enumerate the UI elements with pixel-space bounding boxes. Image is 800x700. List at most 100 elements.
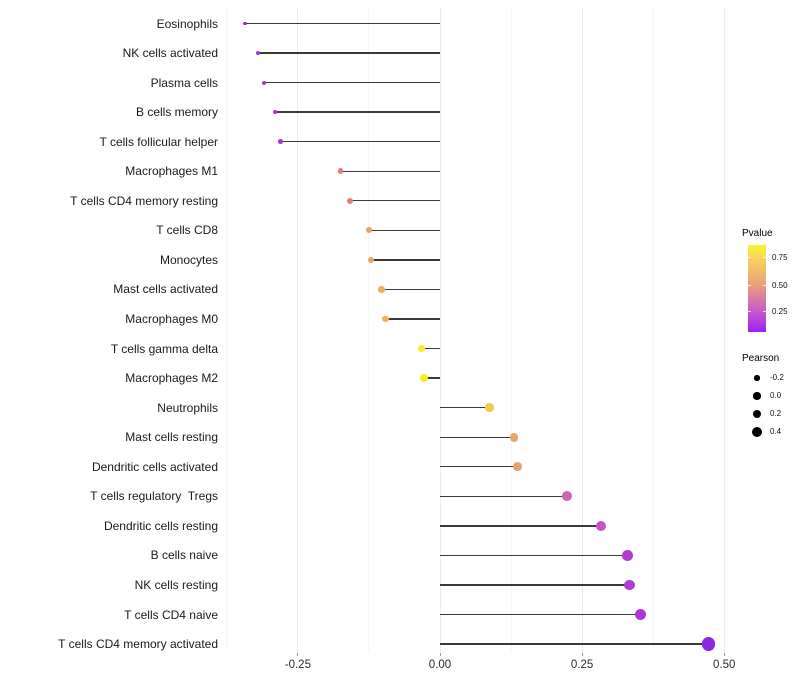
x-axis-tick [297,653,299,656]
lollipop-segment [371,259,440,261]
lollipop-dot [368,256,375,264]
lollipop-segment [440,466,518,468]
lollipop-segment [385,318,440,320]
lollipop-segment [340,170,440,172]
lollipop-dot [347,197,354,204]
lollipop-dot [337,168,344,175]
y-axis-label: Macrophages M0 [125,312,218,326]
pvalue-gradient-tick [748,257,751,259]
x-axis-tick [439,653,441,656]
lollipop-dot [243,21,247,26]
lollipop-dot [485,403,494,412]
lollipop-dot [378,286,385,293]
y-axis-label: Monocytes [159,252,218,267]
y-axis-label: T cells gamma delta [110,341,218,356]
pearson-legend-label: 0.4 [770,427,782,436]
pearson-legend-label: -0.2 [770,373,784,382]
gridline-major [581,8,583,652]
lollipop-dot [256,51,261,56]
gridline-major [439,8,441,652]
pvalue-gradient-tick [748,311,751,313]
lollipop-segment [424,377,440,379]
lollipop-dot [595,520,607,531]
lollipop-dot [272,109,278,115]
gridline-major [297,8,299,652]
lollipop-segment [258,52,440,54]
lollipop-segment [275,111,440,113]
lollipop-segment [245,22,440,25]
lollipop-dot [261,80,266,85]
y-axis-label: B cells memory [135,105,218,120]
pearson-legend-label: 0.2 [770,409,782,418]
gridline-minor [652,8,654,652]
lollipop-segment [381,288,440,291]
y-axis-label: T cells CD4 memory resting [70,193,218,208]
y-axis-label: T cells CD8 [156,223,218,238]
lollipop-dot [512,462,522,472]
pvalue-gradient-tick [748,285,751,287]
lollipop-segment [440,525,601,527]
lollipop-dot [382,315,389,323]
y-axis-label: B cells naive [150,548,218,563]
y-axis-label: T cells follicular helper [99,134,219,149]
y-axis-label: Mast cells resting [125,430,218,445]
pvalue-tick-label: 0.75 [772,252,788,262]
pvalue-gradient-tick [763,311,766,313]
y-axis-label: NK cells resting [134,577,218,592]
y-axis-label: T cells regulatory Tregs [90,489,218,504]
pearson-legend-label: 0.0 [770,391,782,400]
pvalue-gradient-tick [763,257,766,259]
pearson-legend-title: Pearson [742,353,780,364]
lollipop-segment [440,643,709,645]
pearson-legend-dot [753,392,761,400]
lollipop-dot [418,344,426,353]
y-axis-label: Macrophages M2 [125,371,218,386]
y-axis-label: Dendritic cells activated [91,459,218,474]
gridline-minor [226,8,228,652]
lollipop-segment [440,495,567,497]
lollipop-dot [509,432,519,442]
lollipop-segment [280,141,440,143]
y-axis-label: NK cells activated [122,46,218,61]
lollipop-dot [365,227,373,234]
pvalue-tick-label: 0.25 [772,306,788,316]
lollipop-segment [350,200,440,202]
x-axis-tick-label: -0.25 [284,659,311,671]
lollipop-dot [420,374,428,382]
lollipop-dot [277,139,283,144]
y-axis-label: T cells CD4 memory activated [58,637,218,652]
lollipop-segment [440,554,628,557]
x-axis-tick [723,653,725,656]
pvalue-gradient-bar [748,245,766,332]
x-axis-tick-label: 0.50 [713,659,736,671]
pearson-legend-dot [754,375,760,381]
lollipop-dot [624,579,636,591]
lollipop-segment [440,584,630,586]
y-axis-label: Neutrophils [157,400,218,415]
x-axis-tick [581,653,583,656]
gridline-minor [510,8,512,652]
y-axis-label: T cells CD4 naive [124,607,218,622]
gridline-minor [368,8,370,652]
x-axis-tick-label: 0.25 [570,659,594,671]
lollipop-segment [440,436,514,438]
pvalue-gradient-tick [763,285,766,287]
lollipop-segment [263,81,440,84]
y-axis-label: Eosinophils [156,16,218,31]
lollipop-dot [634,608,646,620]
x-axis-tick-label: 0.00 [428,659,452,671]
lollipop-dot [561,491,572,502]
pvalue-legend-title: Pvalue [742,228,773,239]
y-axis-label: Mast cells activated [113,282,218,297]
lollipop-segment [440,613,641,616]
lollipop-segment [421,347,440,350]
pearson-legend-dot [752,427,762,437]
y-axis-label: Dendritic cells resting [103,518,218,533]
lollipop-dot [622,550,633,561]
y-axis-label: Plasma cells [150,75,218,90]
lollipop-segment [440,406,490,409]
lollipop-dot [701,637,715,651]
gridline-major [723,8,725,652]
y-axis-label: Macrophages M1 [125,164,218,179]
